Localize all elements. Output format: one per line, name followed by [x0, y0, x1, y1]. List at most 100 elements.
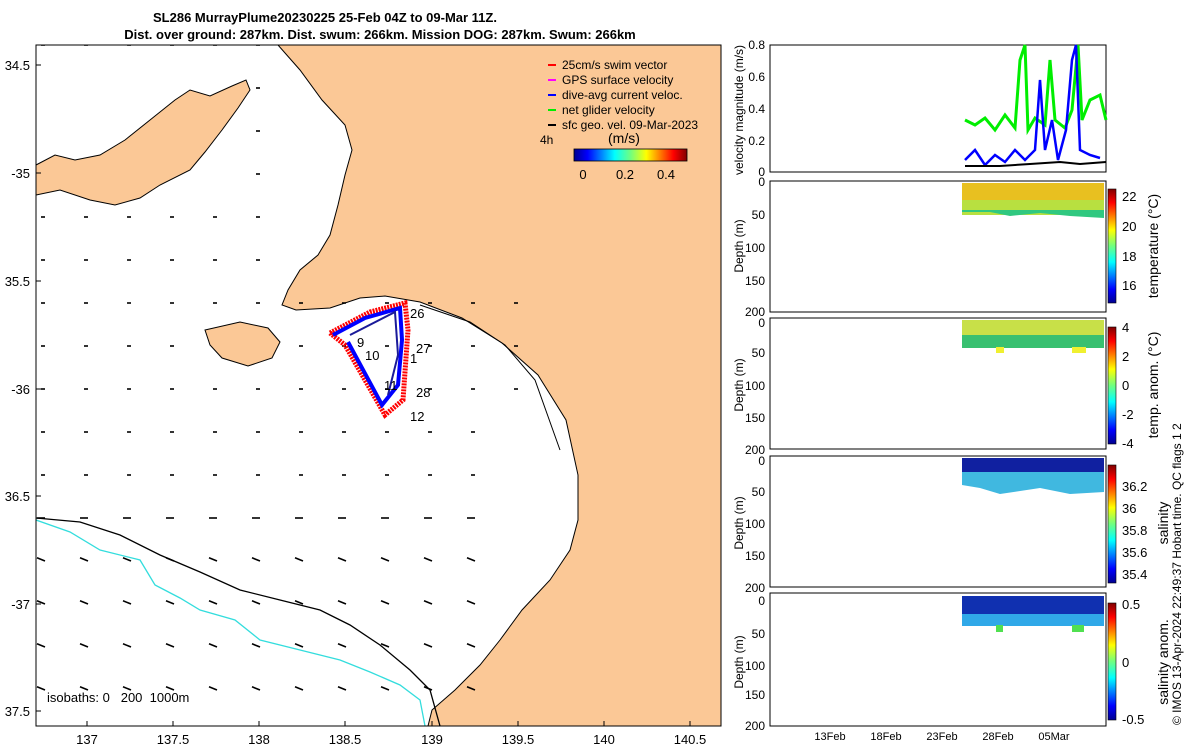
temperature-colorbar-ticks: 22 20 18 16	[1122, 189, 1136, 293]
depth-tick-label: 200	[745, 443, 765, 457]
velocity-y-ticks: 0.8 0.6 0.4 0.2 0	[748, 38, 765, 179]
current-vector-arrow	[337, 600, 347, 605]
salinity-colorbar-ticks: 36.2 36 35.8 35.6 35.4	[1122, 479, 1147, 582]
surface-geo-velocity-series	[965, 160, 1107, 167]
colorbar-tick-label: 35.8	[1122, 523, 1147, 538]
temp-anom-colorbar-label: temp. anom. (°C)	[1145, 332, 1161, 439]
velocity-tick-label: 0.4	[748, 102, 765, 116]
depth-ylabel: Depth (m)	[732, 358, 746, 411]
speed-colorbar-tick: 0.4	[657, 167, 675, 182]
track-day-label: 11	[384, 378, 398, 393]
lat-tick-label: 36.5	[5, 489, 30, 504]
date-tick-label: 28Feb	[982, 731, 1013, 743]
current-vector-arrow	[251, 600, 261, 605]
colorbar-tick-label: 16	[1122, 278, 1136, 293]
colorbar-tick-label: 36.2	[1122, 479, 1147, 494]
current-vector-arrow	[36, 600, 46, 605]
kangaroo-island-land	[204, 321, 281, 367]
current-vector-arrow	[122, 686, 132, 691]
salinity-data	[962, 458, 1104, 476]
lat-tick-label: 35.5	[5, 274, 30, 289]
current-vector-arrow	[337, 557, 347, 562]
speed-colorbar-title: (m/s)	[608, 130, 640, 146]
colorbar-tick-label: -4	[1122, 436, 1134, 451]
lon-tick-label: 140	[593, 732, 615, 747]
lon-tick-label: 139	[421, 732, 443, 747]
lat-tick-label: -37	[11, 597, 30, 612]
depth-tick-label: 150	[745, 274, 765, 288]
speed-colorbar-tick: 0.2	[616, 167, 634, 182]
lat-tick-label: 37.5	[5, 704, 30, 719]
track-day-label: 1	[410, 351, 417, 366]
latitude-axis: 34.5 -35 35.5 -36 36.5 -37 37.5	[5, 58, 41, 719]
current-vector-arrow	[79, 600, 89, 605]
depth-ylabel: Depth (m)	[732, 635, 746, 688]
current-vector-arrow	[208, 686, 218, 691]
current-vector-arrow	[165, 600, 175, 605]
track-day-label: 27	[416, 341, 430, 356]
track-day-label: 9	[357, 335, 364, 350]
lon-tick-label: 137.5	[157, 732, 190, 747]
depth-tick-label: 100	[745, 379, 765, 393]
salinity-data	[962, 472, 1104, 494]
current-vector-arrow	[466, 557, 476, 562]
current-vector-arrow	[251, 686, 261, 691]
depth-tick-label: 200	[745, 719, 765, 733]
track-day-label: 12	[410, 409, 424, 424]
time-scale-label: 4h	[540, 133, 553, 147]
credit-text: © IMOS 13-Apr-2024 22:49:37 Hobart time.…	[1170, 423, 1184, 725]
temperature-depth-ticks: 0 50 100 150 200	[745, 175, 765, 319]
depth-tick-label: 0	[758, 454, 765, 468]
current-vector-arrow	[36, 643, 46, 648]
current-vector-arrow	[165, 686, 175, 691]
current-vector-arrow	[466, 643, 476, 648]
velocity-tick-label: 0.2	[748, 134, 765, 148]
depth-tick-label: 100	[745, 517, 765, 531]
map-area	[36, 45, 721, 726]
current-vector-arrow	[466, 600, 476, 605]
colorbar-tick-label: 4	[1122, 320, 1129, 335]
current-vector-arrow	[251, 643, 261, 648]
colorbar-tick-label: 2	[1122, 349, 1129, 364]
current-vector-arrow	[208, 600, 218, 605]
current-vector-arrow	[208, 557, 218, 562]
current-vector-arrow	[380, 643, 390, 648]
salinity-anom-colorbar	[1107, 602, 1117, 721]
track-day-label: 26	[410, 306, 424, 321]
depth-tick-label: 50	[752, 485, 766, 499]
salinity-anom-data	[1072, 625, 1084, 632]
temp-anom-data	[962, 335, 1104, 348]
temperature-data	[962, 210, 1104, 218]
colorbar-tick-label: -2	[1122, 407, 1134, 422]
current-vector-arrow	[423, 600, 433, 605]
current-vector-arrow	[79, 643, 89, 648]
lon-tick-label: 140.5	[674, 732, 707, 747]
title-line-1: SL286 MurrayPlume20230225 25-Feb 04Z to …	[153, 10, 497, 25]
salinity-panel: 0 50 100 150 200 Depth (m) 36.2 36 35.8 …	[732, 454, 1171, 595]
depth-tick-label: 50	[752, 208, 766, 222]
glider-track	[328, 299, 411, 419]
velocity-tick-label: 0.8	[748, 38, 765, 52]
current-vector-arrow	[380, 686, 390, 691]
current-vector-arrow	[208, 643, 218, 648]
current-vector-arrow	[423, 686, 433, 691]
map-frame	[35, 44, 722, 727]
depth-tick-label: 150	[745, 688, 765, 702]
current-vector-arrow	[36, 686, 46, 691]
current-vector-arrow	[466, 686, 476, 691]
temperature-colorbar-label: temperature (°C)	[1145, 194, 1161, 298]
date-tick-label: 23Feb	[926, 731, 957, 743]
depth-tick-label: 0	[758, 594, 765, 608]
legend-label: 25cm/s swim vector	[562, 58, 667, 72]
current-vector-arrow	[165, 643, 175, 648]
net-glider-velocity-series	[964, 44, 1108, 136]
date-axis: 13Feb 18Feb 23Feb 28Feb 05Mar	[814, 731, 1070, 743]
salinity-anom-panel: 0 50 100 150 200 Depth (m) 0.5 0 -0.5 sa…	[732, 592, 1171, 733]
lat-tick-label: -35	[11, 166, 30, 181]
colorbar-tick-label: 35.4	[1122, 567, 1147, 582]
current-vector-arrow	[36, 557, 46, 562]
lon-tick-label: 137	[76, 732, 98, 747]
dive-avg-current-series	[964, 44, 1101, 167]
isobaths-label: isobaths: 0 200 1000m	[47, 690, 189, 705]
depth-tick-label: 200	[745, 581, 765, 595]
